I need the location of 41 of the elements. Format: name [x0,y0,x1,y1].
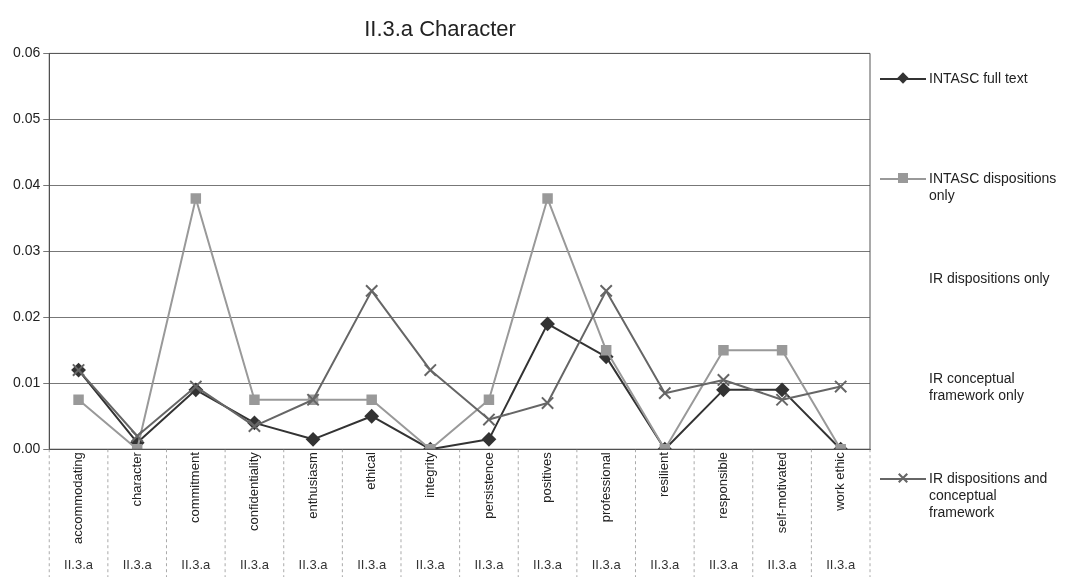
x-tick-label: enthusiasm [304,452,320,519]
legend-label: INTASC full text [929,70,1028,87]
text: II.3.a [415,556,446,572]
y-tick-label: 0.02 [13,308,41,325]
legend-label: IR dispositions and conceptual framework [929,470,1049,521]
text: II.3.a [767,556,798,572]
text: II.3.a [474,556,505,572]
x-tick-label: ethical [363,452,379,490]
legend-label: INTASC dispositions only [929,170,1058,204]
text: II.3.a [298,556,329,572]
text: IR conceptual framework only [929,370,1025,404]
x-tick-label: work ethic [832,451,848,512]
text: II.3.a [708,556,739,572]
y-tick-label: 0.05 [13,110,41,127]
x-tick-label: confidentiality [246,451,262,532]
text: II.3.a [357,556,387,572]
x-tick-label: resilient [656,451,672,498]
text: II.3.a [64,556,94,572]
text: II.3.a [826,556,856,572]
x-tick-label: responsible [715,452,731,519]
text: II.3.a [533,556,563,572]
x-tick-label: self-motivated [773,452,789,534]
chart-title: II.3.a Character [364,16,516,42]
text: II.3.a [650,556,681,572]
x-tick-label: professional [597,452,613,523]
text: IR dispositions only [929,270,1050,287]
text: II.3.a [239,556,270,572]
x-tick-label: positives [539,451,555,503]
y-tick-label: 0.00 [13,440,41,457]
x-tick-label: accommodating [70,452,86,545]
x-tick-label: persistence [480,452,496,519]
x-tick-label: integrity [421,451,437,498]
y-tick-label: 0.01 [13,374,41,391]
text: II.3.a [591,556,622,572]
text: II.3.a [181,556,212,572]
x-tick-label: character [128,451,144,507]
y-tick-label: 0.06 [13,44,41,61]
y-tick-label: 0.03 [13,242,41,259]
x-tick-label: commitment [187,451,203,524]
text: II.3.a [122,556,153,572]
y-tick-label: 0.04 [13,176,41,193]
